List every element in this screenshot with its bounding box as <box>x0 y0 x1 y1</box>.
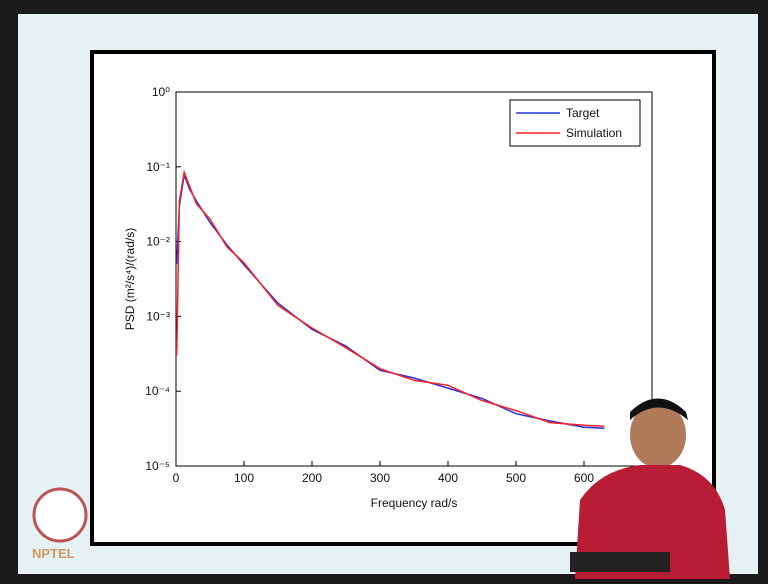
axes <box>176 92 652 466</box>
y-tick-label: 10⁻³ <box>146 309 170 323</box>
x-tick-label: 500 <box>506 471 526 485</box>
logo <box>34 489 86 541</box>
x-tick-label: 100 <box>234 471 254 485</box>
y-tick-label: 10⁻⁵ <box>145 459 170 473</box>
x-axis-label: Frequency rad/s <box>371 496 458 510</box>
screen: Frequency rad/s PSD (m²/s⁴)/(rad/s) 10⁻⁵… <box>0 0 768 579</box>
x-tick-label: 600 <box>574 471 594 485</box>
y-tick-label: 10⁻⁴ <box>145 384 170 398</box>
legend-label: Simulation <box>566 126 622 140</box>
y-tick-label: 10⁻² <box>146 235 170 249</box>
x-tick-label: 300 <box>370 471 390 485</box>
y-tick-label: 10⁻¹ <box>146 160 170 174</box>
x-tick-label: 400 <box>438 471 458 485</box>
y-tick-label: 10⁰ <box>152 85 170 99</box>
x-tick-label: 200 <box>302 471 322 485</box>
y-axis-label: PSD (m²/s⁴)/(rad/s) <box>123 228 137 331</box>
page: Frequency rad/s PSD (m²/s⁴)/(rad/s) 10⁻⁵… <box>0 0 768 579</box>
watermark: NPTEL <box>32 546 75 561</box>
x-tick-label: 0 <box>173 471 180 485</box>
legend-label: Target <box>566 106 600 120</box>
